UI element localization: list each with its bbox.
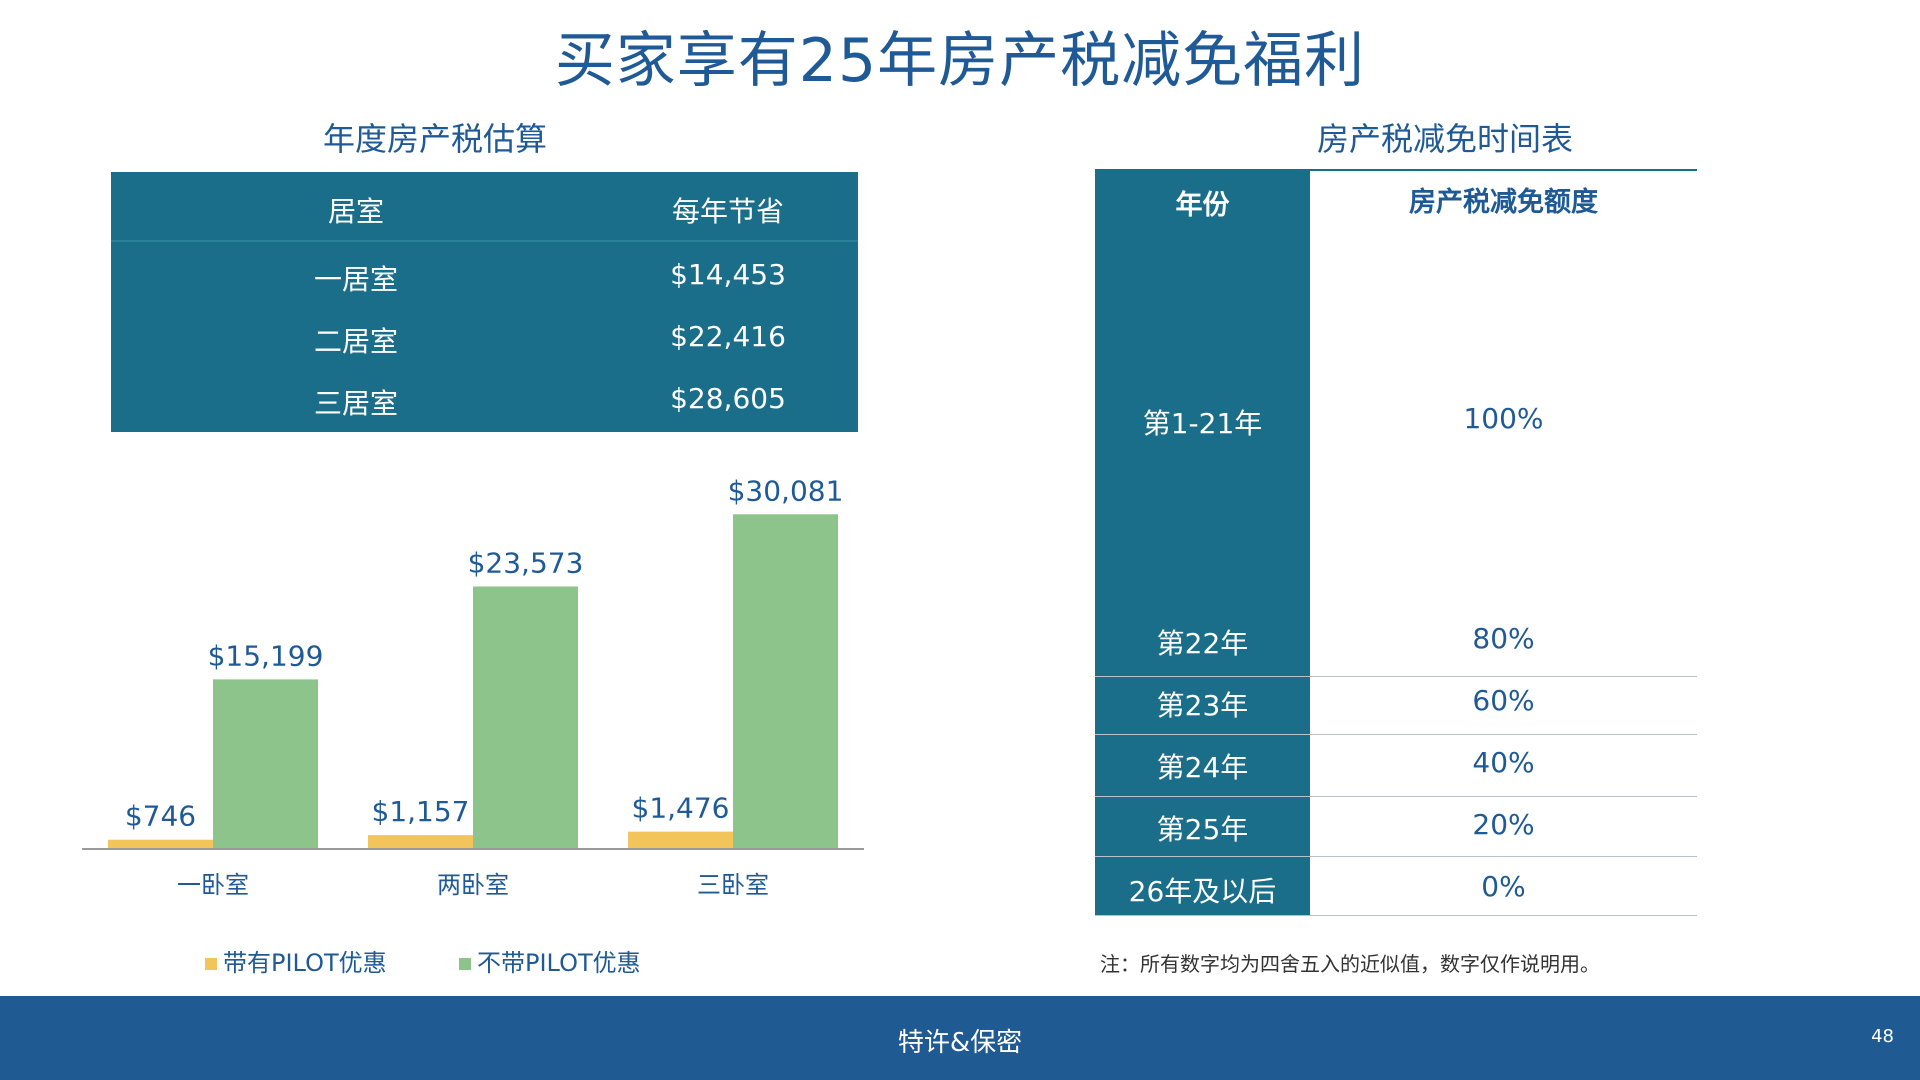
year-column-bg — [1095, 171, 1310, 916]
bar — [473, 586, 578, 848]
table-header-row — [111, 172, 858, 242]
footer-confidential-label: 特许&保密 — [897, 1028, 1023, 1058]
legend-label: 不带PILOT优惠 — [477, 949, 641, 977]
schedule-year: 第1-21年 — [1142, 407, 1263, 440]
tax-estimate-subtitle: 年度房产税估算 — [322, 120, 547, 158]
data-label: $23,573 — [468, 546, 584, 579]
data-label: $1,476 — [632, 792, 730, 825]
data-label: $746 — [125, 800, 196, 833]
table-header-bedroom: 居室 — [327, 195, 384, 228]
table-cell-saving: $14,453 — [670, 258, 786, 291]
data-label: $15,199 — [208, 639, 324, 672]
legend-item-with-pilot: 带有PILOT优惠 — [205, 943, 387, 978]
tax-comparison-bar-chart: $746 $15,199 一卧室 $1,157 $23,573 两卧室 $1,476 $30,… — [82, 474, 864, 899]
legend-swatch — [459, 958, 471, 970]
table-cell-saving: $22,416 — [670, 320, 786, 353]
page-title: 买家享有25年房产税减免福利 — [554, 26, 1366, 96]
table-cell-saving: $28,605 — [670, 382, 786, 415]
bar — [108, 839, 213, 848]
data-label: $30,081 — [728, 474, 844, 507]
table-header-relief: 房产税减免额度 — [1409, 187, 1598, 218]
page-number: 48 — [1871, 1026, 1894, 1047]
tax-relief-schedule-subtitle: 房产税减免时间表 — [1316, 120, 1573, 158]
table-cell-bedroom: 三居室 — [313, 387, 398, 420]
schedule-relief: 60% — [1472, 684, 1535, 717]
tax-estimate-table: 居室 每年节省 一居室 $14,453 二居室 $22,416 三居室 $28,… — [111, 172, 858, 432]
row-divider — [1095, 915, 1697, 916]
bar — [213, 679, 318, 848]
schedule-year: 第24年 — [1156, 751, 1249, 784]
schedule-year: 第22年 — [1156, 627, 1249, 660]
bar — [368, 835, 473, 848]
x-tick-label: 两卧室 — [437, 871, 509, 899]
schedule-year: 第23年 — [1156, 689, 1249, 722]
legend-swatch — [205, 958, 217, 970]
table-cell-bedroom: 二居室 — [313, 325, 398, 358]
x-tick-label: 一卧室 — [177, 871, 249, 899]
x-tick-label: 三卧室 — [697, 871, 769, 899]
table-header-annual-saving: 每年节省 — [671, 195, 784, 228]
table-top-rule — [1095, 169, 1697, 171]
footer-bar: 特许&保密 48 — [0, 996, 1920, 1080]
bar — [628, 831, 733, 848]
data-label: $1,157 — [372, 795, 470, 828]
schedule-relief: 0% — [1481, 870, 1526, 903]
bar — [733, 514, 838, 848]
table-cell-bedroom: 一居室 — [313, 263, 398, 296]
schedule-year: 26年及以后 — [1128, 875, 1277, 908]
legend-item-without-pilot: 不带PILOT优惠 — [459, 943, 641, 978]
table-header-year: 年份 — [1175, 190, 1230, 221]
row-divider — [1095, 796, 1697, 797]
schedule-year: 第25年 — [1156, 813, 1249, 846]
schedule-relief: 40% — [1472, 746, 1535, 779]
row-divider — [1095, 856, 1697, 857]
schedule-relief: 20% — [1472, 808, 1535, 841]
schedule-relief: 100% — [1463, 402, 1544, 435]
schedule-relief: 80% — [1472, 622, 1535, 655]
footnote: 注：所有数字均为四舍五入的近似值，数字仅作说明用。 — [1100, 952, 1600, 976]
row-divider — [1095, 734, 1697, 735]
legend-label: 带有PILOT优惠 — [223, 949, 387, 977]
row-divider — [1095, 676, 1697, 677]
